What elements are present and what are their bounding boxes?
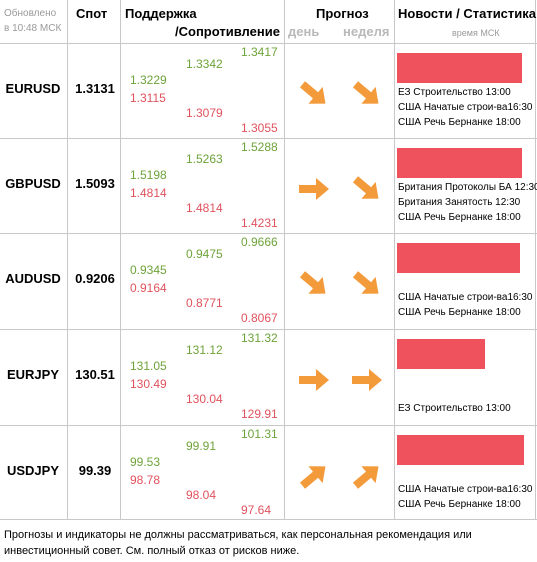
grid-line (0, 233, 537, 234)
news-header: Новости / Статистика (398, 6, 537, 21)
support-level-1: 99.53 (130, 455, 161, 469)
resistance-level-1: 98.78 (130, 473, 161, 487)
pair-label: USDJPY (6, 463, 60, 478)
resistance-level-2: 130.04 (186, 392, 223, 406)
pair-label: GBPUSD (5, 176, 61, 191)
news-item: США Речь Бернанке 18:00 (398, 499, 521, 510)
news-importance-bar (397, 339, 485, 369)
support-level-3: 0.9666 (241, 235, 278, 249)
arrow-right-icon (296, 174, 332, 204)
support-level-2: 99.91 (186, 439, 217, 453)
grid-line (67, 0, 68, 520)
grid-line (120, 0, 121, 520)
support-level-2: 0.9475 (186, 247, 223, 261)
resistance-level-2: 0.8771 (186, 296, 223, 310)
arrow-right-icon (296, 365, 332, 395)
disclaimer-text: Прогнозы и индикаторы не должны рассматр… (4, 529, 472, 557)
support-level-1: 131.05 (130, 359, 167, 373)
resistance-level-3: 129.91 (241, 407, 278, 421)
news-item: США Речь Бернанке 18:00 (398, 307, 521, 318)
support-level-3: 101.31 (241, 427, 278, 441)
arrow-down-right-icon (349, 269, 385, 299)
forecast-header: Прогноз (316, 6, 369, 21)
spot-value: 99.39 (78, 463, 112, 478)
news-importance-bar (397, 148, 522, 178)
pair-label: EURUSD (5, 81, 61, 96)
support-level-1: 1.3229 (130, 73, 167, 87)
resistance-header: /Сопротивление (175, 24, 280, 39)
grid-line (0, 329, 537, 330)
resistance-level-1: 1.3115 (130, 91, 166, 105)
news-importance-bar (397, 53, 522, 83)
resistance-level-3: 1.4231 (241, 216, 278, 230)
news-item: США Речь Бернанке 18:00 (398, 117, 521, 128)
support-level-2: 131.12 (186, 343, 223, 357)
grid-line (0, 138, 537, 139)
support-level-2: 1.5263 (186, 152, 223, 166)
support-header: Поддержка (125, 6, 197, 21)
resistance-level-1: 1.4814 (130, 186, 167, 200)
support-level-3: 131.32 (241, 331, 278, 345)
resistance-level-2: 98.04 (186, 488, 217, 502)
resistance-level-2: 1.4814 (186, 201, 223, 215)
news-importance-bar (397, 243, 520, 273)
forecast-week-header: неделя (343, 24, 390, 39)
resistance-level-3: 1.3055 (241, 121, 278, 135)
grid-line (0, 43, 537, 44)
forecast-day-header: день (288, 24, 320, 39)
resistance-level-3: 97.64 (241, 503, 272, 517)
arrow-down-right-icon (349, 79, 385, 109)
time-msk-label: время МСК (452, 28, 500, 38)
spot-value: 1.5093 (75, 176, 115, 191)
news-item: США Речь Бернанке 18:00 (398, 212, 521, 223)
resistance-level-2: 1.3079 (186, 106, 223, 120)
grid-line (394, 0, 395, 520)
support-level-3: 1.3417 (241, 45, 278, 59)
news-item: США Начатые строи-ва16:30 (398, 102, 533, 113)
updated-line-2: в 10:48 МСК (4, 23, 62, 34)
news-item: США Начатые строи-ва16:30 (398, 484, 533, 495)
resistance-level-1: 130.49 (130, 377, 167, 391)
resistance-level-1: 0.9164 (130, 281, 167, 295)
support-level-1: 0.9345 (130, 263, 167, 277)
spot-value: 1.3131 (75, 81, 115, 96)
arrow-right-icon (349, 365, 385, 395)
arrow-up-right-icon (296, 461, 332, 491)
spot-header: Спот (76, 6, 108, 21)
support-level-1: 1.5198 (130, 168, 167, 182)
arrow-up-right-icon (349, 461, 385, 491)
arrow-down-right-icon (296, 79, 332, 109)
arrow-down-right-icon (349, 174, 385, 204)
news-item: ЕЗ Строительство 13:00 (398, 87, 511, 98)
news-item: Британия Занятость 12:30 (398, 197, 521, 208)
resistance-level-3: 0.8067 (241, 311, 278, 325)
spot-value: 130.51 (75, 367, 115, 382)
pair-label: EURJPY (6, 367, 60, 382)
grid-line (0, 425, 537, 426)
news-item: США Начатые строи-ва16:30 (398, 292, 533, 303)
news-importance-bar (397, 435, 524, 465)
grid-line (284, 0, 285, 520)
spot-value: 0.9206 (75, 271, 115, 286)
grid-line (535, 0, 536, 520)
support-level-2: 1.3342 (186, 57, 223, 71)
pair-label: AUDUSD (5, 271, 61, 286)
grid-line (0, 519, 537, 520)
arrow-down-right-icon (296, 269, 332, 299)
updated-time-label: Обновлено в 10:48 МСК (4, 6, 66, 36)
support-level-3: 1.5288 (241, 140, 278, 154)
updated-line-1: Обновлено (4, 8, 57, 19)
news-item: ЕЗ Строительство 13:00 (398, 403, 511, 414)
news-item: Британия Протоколы БА 12:30 (398, 182, 537, 193)
